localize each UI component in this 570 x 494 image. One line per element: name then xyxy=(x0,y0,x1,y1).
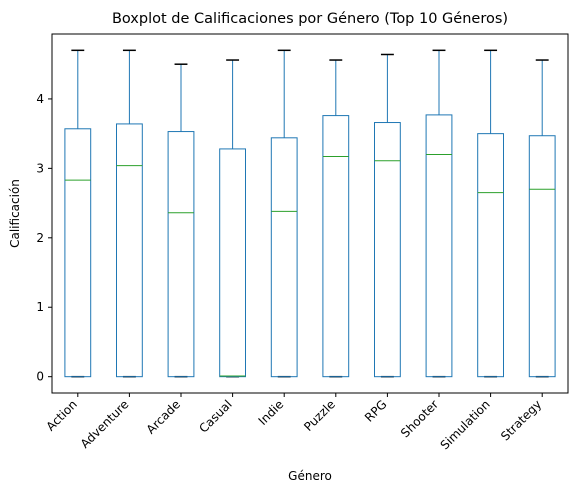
y-tick-label: 3 xyxy=(36,161,44,175)
box xyxy=(167,131,195,378)
x-tick-label: Strategy xyxy=(498,397,544,443)
x-tick-label: Indie xyxy=(256,397,287,428)
x-axis-label: Género xyxy=(288,469,332,483)
box xyxy=(270,137,298,378)
x-tick-label: Arcade xyxy=(144,397,183,436)
x-tick-label: Simulation xyxy=(438,397,493,452)
x-tick-label: Action xyxy=(43,397,79,433)
y-tick-label: 4 xyxy=(36,92,44,106)
y-tick-label: 2 xyxy=(36,231,44,245)
y-tick-label: 0 xyxy=(36,370,44,384)
box xyxy=(477,133,505,378)
box xyxy=(116,123,143,378)
chart-title: Boxplot de Calificaciones por Género (To… xyxy=(112,11,508,27)
y-axis-label: Calificación xyxy=(8,179,22,248)
x-tick-label: Adventure xyxy=(78,397,132,451)
x-tick-label: RPG xyxy=(362,397,389,424)
x-tick-label: Shooter xyxy=(398,397,441,440)
box xyxy=(374,122,401,378)
box xyxy=(528,135,556,378)
box xyxy=(322,115,350,378)
y-tick-label: 1 xyxy=(36,300,44,314)
x-tick-label: Puzzle xyxy=(301,397,338,434)
box xyxy=(219,148,246,378)
x-tick-label: Casual xyxy=(196,397,234,435)
box xyxy=(64,128,92,378)
box xyxy=(425,114,453,378)
plot-frame xyxy=(51,33,569,394)
